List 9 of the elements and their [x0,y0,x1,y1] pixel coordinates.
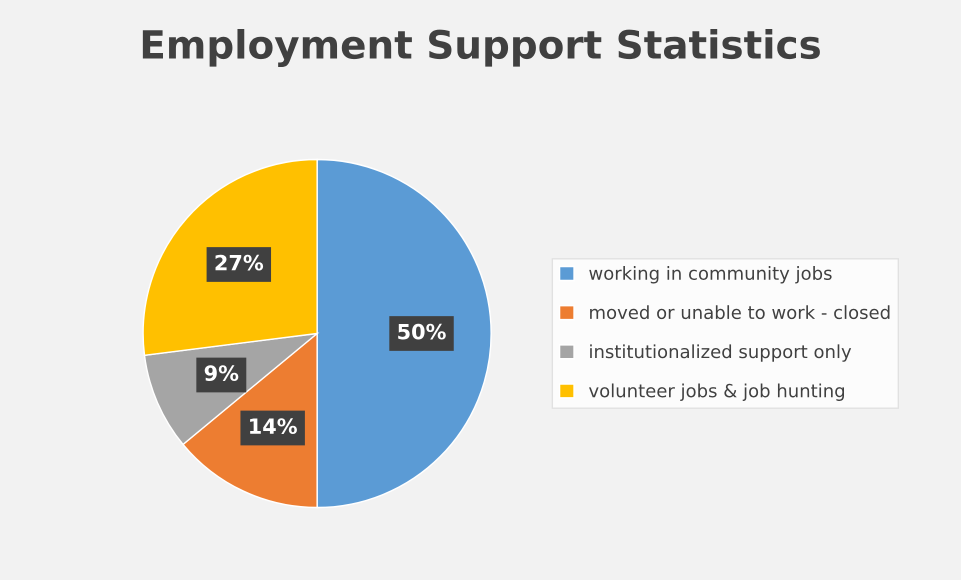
data-label: 14% [250,418,297,434]
chart-title: Employment Support Statistics [142,29,820,67]
data-label: 50% [398,324,446,340]
legend-label: moved or unable to work - closed [590,305,890,320]
legend-label: institutionalized support only [590,344,852,362]
legend-label: working in community jobs [589,266,832,284]
data-label: 9% [204,365,238,382]
legend-label: volunteer jobs & job hunting [589,383,844,401]
data-label: 27% [216,254,264,271]
